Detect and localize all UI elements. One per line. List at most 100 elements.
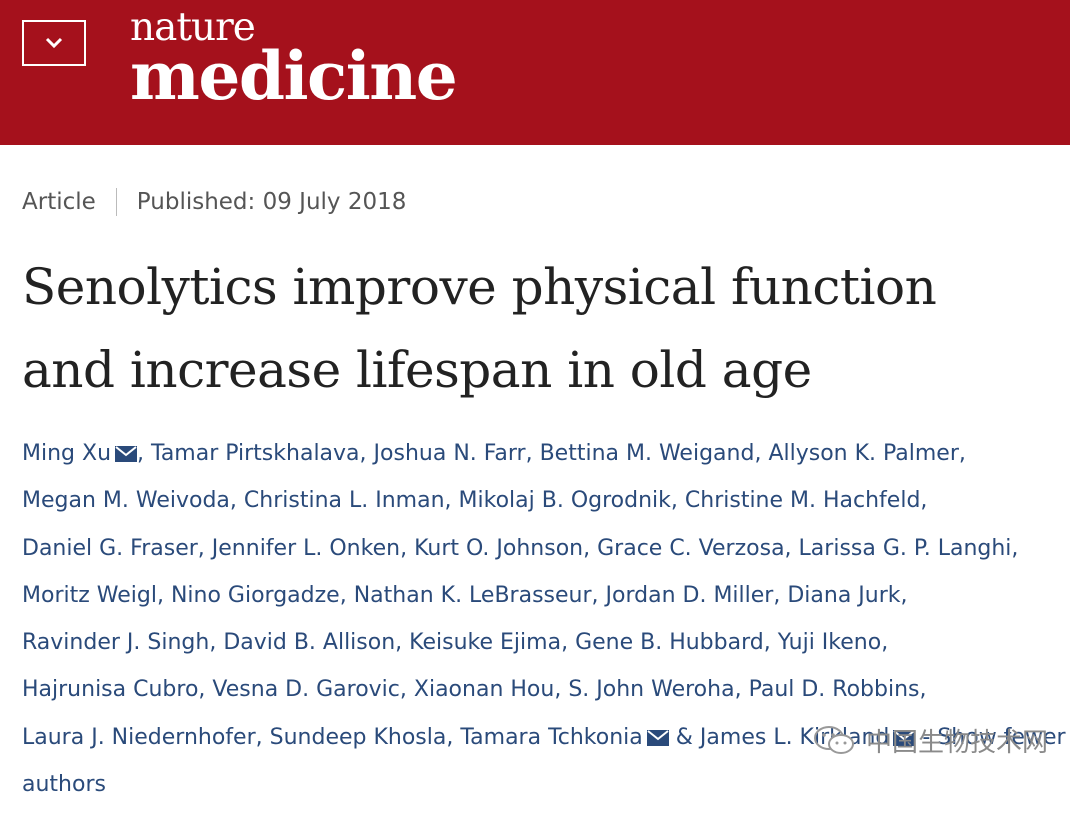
author-separator: , xyxy=(583,535,591,561)
author-separator: , xyxy=(881,630,889,656)
author-name-link[interactable]: Nino Giorgadze xyxy=(170,582,340,608)
author-separator: , xyxy=(561,630,569,656)
author-item: Ming Xu, xyxy=(22,441,144,466)
author-separator: , xyxy=(591,582,599,608)
author-item: Paul D. Robbins, xyxy=(749,677,927,702)
author-name-link[interactable]: Sundeep Khosla xyxy=(269,724,447,750)
logo-line-medicine: medicine xyxy=(130,37,458,115)
mail-icon[interactable] xyxy=(646,729,669,746)
author-separator: , xyxy=(156,582,164,608)
author-separator: , xyxy=(395,630,403,656)
author-item: Tamar Pirtskhalava, xyxy=(151,441,367,466)
author-item: Gene B. Hubbard, xyxy=(575,630,771,655)
author-item: Christina L. Inman, xyxy=(244,488,452,513)
author-separator: , xyxy=(339,582,347,608)
published-date: Published: 09 July 2018 xyxy=(136,189,407,215)
author-name-link[interactable]: David B. Allison xyxy=(223,630,396,656)
author-item: Jordan D. Miller, xyxy=(606,583,781,608)
author-separator: , xyxy=(525,441,533,466)
author-item: Joshua N. Farr, xyxy=(374,441,533,466)
author-list: Ming Xu, Tamar Pirtskhalava, Joshua N. F… xyxy=(22,430,1072,808)
author-name-link[interactable]: Ming Xu xyxy=(22,441,112,466)
author-item: Hajrunisa Cubro, xyxy=(22,677,205,702)
author-separator: , xyxy=(198,677,206,703)
watermark: 中国生物技术网 xyxy=(812,722,1048,759)
author-separator: , xyxy=(446,724,454,750)
mail-icon[interactable] xyxy=(115,446,138,462)
author-name-link[interactable]: Grace C. Verzosa xyxy=(597,535,785,561)
author-separator: , xyxy=(359,441,367,466)
author-name-link[interactable]: Tamar Pirtskhalava xyxy=(151,441,360,466)
show-fewer-authors-link[interactable]: - Show fewer authors xyxy=(22,724,1066,798)
author-name-link[interactable]: Mikolaj B. Ogrodnik xyxy=(458,488,671,514)
author-separator: , xyxy=(920,488,928,514)
author-separator: , xyxy=(1011,535,1019,561)
author-item: S. John Weroha, xyxy=(568,677,741,702)
author-separator: , xyxy=(554,677,562,703)
author-name-link[interactable]: Paul D. Robbins xyxy=(748,677,920,703)
author-item: Keisuke Ejima, xyxy=(409,630,568,655)
author-name-link[interactable]: Joshua N. Farr xyxy=(373,441,526,466)
author-name-link[interactable]: S. John Weroha xyxy=(568,677,735,703)
author-separator: , xyxy=(209,630,217,656)
author-name-link[interactable]: Laura J. Niedernhofer xyxy=(22,724,256,750)
chevron-down-icon xyxy=(45,37,63,49)
author-item: Allyson K. Palmer, xyxy=(768,441,965,466)
author-item: Nathan K. LeBrasseur, xyxy=(354,583,599,608)
author-name-link[interactable]: Megan M. Weivoda xyxy=(22,488,230,514)
title-line-1: Senolytics improve physical function xyxy=(22,258,937,316)
author-name-link[interactable]: Xiaonan Hou xyxy=(413,677,555,703)
title-line-2: and increase lifespan in old age xyxy=(22,341,812,399)
author-separator: & xyxy=(668,724,693,750)
author-name-link[interactable]: Keisuke Ejima xyxy=(409,630,562,656)
author-separator: , xyxy=(229,488,237,514)
author-item: Kurt O. Johnson, xyxy=(414,536,590,561)
author-name-link[interactable]: Vesna D. Garovic xyxy=(212,677,400,703)
author-item: James L. Kirkland xyxy=(699,724,916,750)
author-item: Mikolaj B. Ogrodnik, xyxy=(459,488,678,513)
author-item: Yuji Ikeno, xyxy=(778,630,888,655)
author-name-link[interactable]: Daniel G. Fraser xyxy=(22,535,198,561)
author-name-link[interactable]: Allyson K. Palmer xyxy=(768,441,959,466)
author-name-link[interactable]: Christine M. Hachfeld xyxy=(684,488,921,514)
article-title: Senolytics improve physical function and… xyxy=(22,246,1070,412)
author-item: Nino Giorgadze, xyxy=(171,583,347,608)
author-item: David B. Allison, xyxy=(223,630,402,655)
author-name-link[interactable]: Tamara Tchkonia xyxy=(460,724,643,750)
author-name-link[interactable]: Diana Jurk xyxy=(787,582,901,608)
author-item: Vesna D. Garovic, xyxy=(212,677,406,702)
menu-toggle-button[interactable] xyxy=(22,20,86,66)
author-name-link[interactable]: Moritz Weigl xyxy=(22,582,157,608)
author-item: Larissa G. P. Langhi, xyxy=(799,536,1019,561)
wechat-icon xyxy=(814,725,854,754)
author-separator: , xyxy=(444,488,452,514)
author-name-link[interactable]: James L. Kirkland xyxy=(699,724,890,750)
author-separator: , xyxy=(784,535,792,561)
author-item: Bettina M. Weigand, xyxy=(540,441,762,466)
site-header: nature medicine xyxy=(0,0,1070,145)
author-item: Tamara Tchkonia & xyxy=(460,725,693,750)
meta-divider xyxy=(115,188,117,216)
author-name-link[interactable]: Bettina M. Weigand xyxy=(539,441,755,466)
author-name-link[interactable]: Christina L. Inman xyxy=(243,488,445,514)
author-name-link[interactable]: Jordan D. Miller xyxy=(605,582,774,608)
author-separator: , xyxy=(255,724,263,750)
journal-logo[interactable]: nature medicine xyxy=(130,8,458,115)
author-name-link[interactable]: Hajrunisa Cubro xyxy=(22,677,199,703)
article-type: Article xyxy=(22,189,96,215)
author-separator: , xyxy=(754,441,762,466)
author-item: Laura J. Niedernhofer, xyxy=(22,725,263,750)
author-name-link[interactable]: Ravinder J. Singh xyxy=(22,630,210,656)
mail-icon[interactable] xyxy=(893,729,916,746)
author-item: Jennifer L. Onken, xyxy=(212,536,407,561)
author-name-link[interactable]: Gene B. Hubbard xyxy=(575,630,764,656)
author-name-link[interactable]: Yuji Ikeno xyxy=(777,630,882,656)
article-meta: Article Published: 09 July 2018 xyxy=(22,188,406,216)
author-name-link[interactable]: Kurt O. Johnson xyxy=(414,535,584,561)
author-item: Grace C. Verzosa, xyxy=(597,536,791,561)
author-name-link[interactable]: Jennifer L. Onken xyxy=(211,535,401,561)
author-name-link[interactable]: Larissa G. P. Langhi xyxy=(798,535,1012,561)
author-item: Ravinder J. Singh, xyxy=(22,630,216,655)
author-name-link[interactable]: Nathan K. LeBrasseur xyxy=(353,582,592,608)
author-separator: , xyxy=(137,441,145,466)
